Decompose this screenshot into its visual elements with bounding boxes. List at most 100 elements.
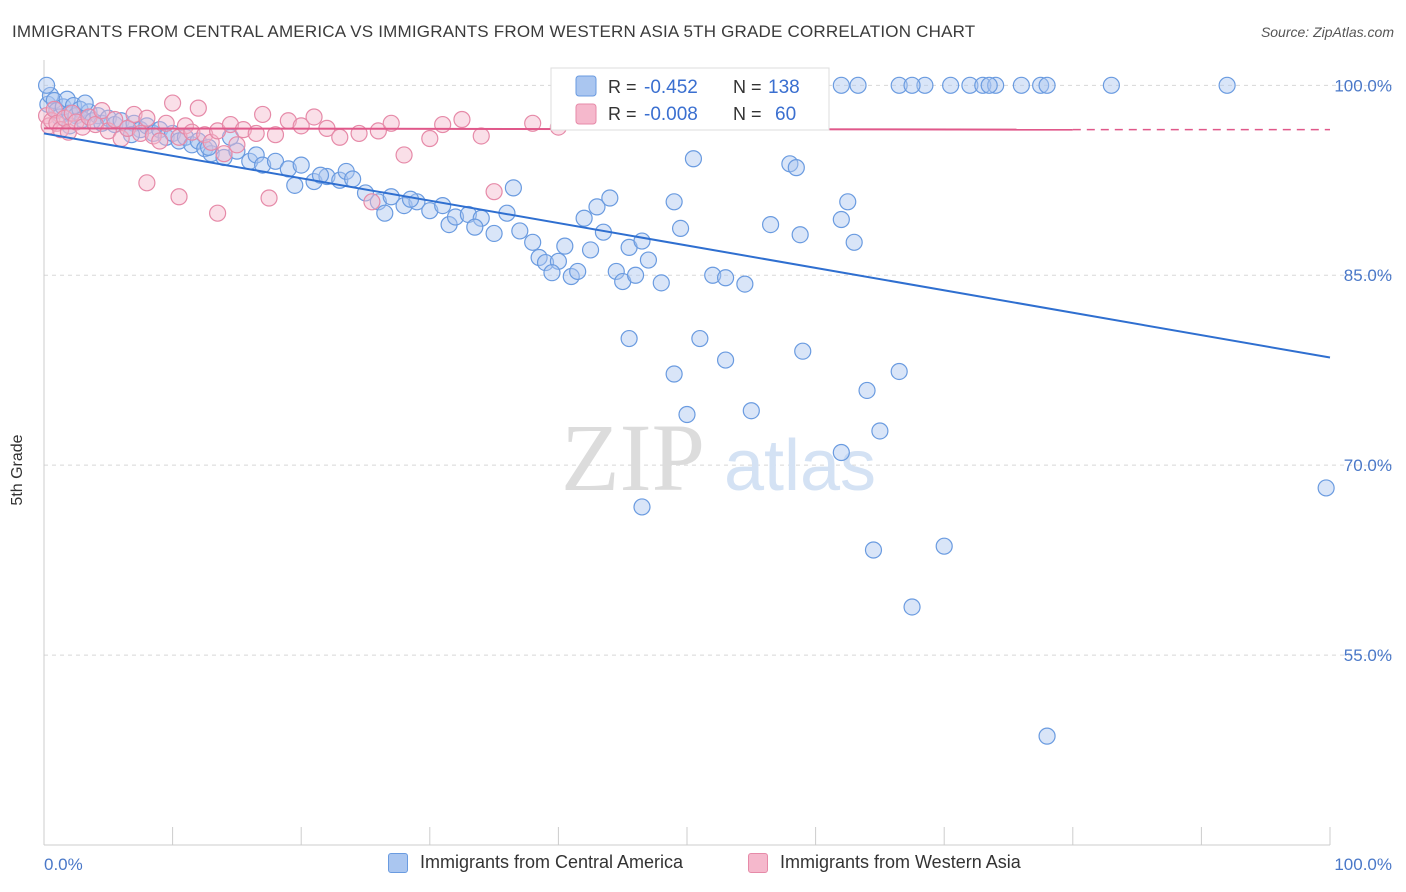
point-western-asia <box>170 188 188 206</box>
point-central-america <box>607 262 625 281</box>
axes <box>43 60 1331 846</box>
point-central-america <box>794 342 812 360</box>
point-central-america <box>588 198 606 216</box>
point-central-america <box>318 167 336 186</box>
point-central-america <box>716 269 735 287</box>
series-legend: Immigrants from Central America Immigran… <box>0 852 1406 878</box>
point-central-america <box>1038 727 1056 745</box>
point-central-america <box>903 598 921 616</box>
point-western-asia <box>125 105 143 124</box>
point-western-asia <box>228 136 246 154</box>
point-western-asia <box>189 99 207 117</box>
point-central-america <box>832 210 850 229</box>
point-western-asia <box>382 114 400 132</box>
point-central-america <box>849 76 867 94</box>
point-central-america <box>504 179 522 197</box>
point-central-america <box>864 541 883 559</box>
correlation-legend: R = -0.452 N = 138 R = -0.008 N = 60 <box>550 67 830 131</box>
x-tick-label-start: 0.0% <box>44 855 83 874</box>
point-central-america <box>736 275 754 293</box>
point-central-america <box>871 422 889 440</box>
point-central-america <box>485 224 503 243</box>
point-central-america <box>76 94 94 112</box>
point-central-america <box>376 204 394 222</box>
point-central-america <box>652 274 670 292</box>
point-western-asia <box>234 121 252 139</box>
watermark-atlas: atlas <box>724 426 876 506</box>
legend-n-label-2: N = <box>733 104 762 124</box>
point-central-america <box>916 76 934 94</box>
point-central-america <box>395 197 413 215</box>
point-central-america <box>890 76 908 94</box>
point-central-america <box>791 226 809 244</box>
point-western-asia <box>472 127 490 145</box>
point-central-america <box>742 402 760 420</box>
point-central-america <box>671 219 690 237</box>
point-central-america <box>684 150 703 168</box>
point-central-america <box>639 251 658 269</box>
point-western-asia <box>524 114 542 132</box>
watermark: ZIP atlas <box>561 404 876 511</box>
point-western-asia <box>485 183 503 201</box>
point-western-asia <box>209 204 227 222</box>
chart-title: IMMIGRANTS FROM CENTRAL AMERICA VS IMMIG… <box>12 22 976 41</box>
legend-label-western-asia: Immigrants from Western Asia <box>780 852 1021 872</box>
point-central-america <box>974 76 992 94</box>
point-central-america <box>961 76 979 94</box>
point-western-asia <box>138 174 156 192</box>
point-western-asia <box>93 102 111 120</box>
point-central-america <box>575 209 593 227</box>
point-western-asia <box>331 128 349 146</box>
point-central-america <box>1038 76 1056 94</box>
series-western-asia-points <box>37 94 568 222</box>
point-central-america <box>704 266 722 284</box>
point-western-asia <box>73 118 92 136</box>
point-central-america <box>620 329 638 348</box>
point-central-america <box>266 152 285 170</box>
point-central-america <box>37 76 56 94</box>
point-western-asia <box>254 105 272 124</box>
point-western-asia <box>138 109 156 127</box>
grid-lines <box>44 84 1392 656</box>
legend-item-western-asia: Immigrants from Western Asia <box>748 852 1021 873</box>
point-central-america <box>1102 76 1120 94</box>
y-tick-labels: 100.0% 85.0% 70.0% 55.0% <box>1334 76 1392 665</box>
series-central-america-points <box>37 76 1335 745</box>
x-tick-label-end: 100.0% <box>1334 855 1392 874</box>
point-central-america <box>601 189 619 207</box>
point-western-asia <box>434 115 452 134</box>
point-western-asia <box>395 146 413 164</box>
point-central-america <box>228 142 246 160</box>
point-central-america <box>536 253 555 272</box>
legend-label-central-america: Immigrants from Central America <box>420 852 684 872</box>
point-central-america <box>344 170 362 188</box>
trend-line-central-america <box>43 132 1331 359</box>
point-central-america <box>665 193 683 211</box>
point-central-america <box>845 233 863 251</box>
watermark-zip: ZIP <box>561 404 705 511</box>
point-central-america <box>311 166 330 184</box>
point-central-america <box>691 329 709 348</box>
point-central-america <box>832 443 850 462</box>
point-western-asia <box>369 122 387 140</box>
legend-swatch-western-asia <box>575 103 597 125</box>
legend-n-label-1: N = <box>733 77 762 97</box>
point-western-asia <box>63 104 81 122</box>
point-central-america <box>633 232 651 250</box>
point-central-america <box>286 176 304 194</box>
point-central-america <box>511 222 529 240</box>
point-central-america <box>665 365 683 383</box>
legend-swatch-central-america <box>575 75 597 97</box>
legend-n-value-1: 138 <box>768 77 800 98</box>
point-central-america <box>678 405 696 424</box>
point-central-america <box>247 146 265 164</box>
point-central-america <box>761 215 780 234</box>
x-tick-labels: 0.0% 100.0% <box>44 855 1392 874</box>
y-tick-label: 100.0% <box>1334 76 1392 95</box>
point-central-america <box>832 76 850 94</box>
point-central-america <box>1317 479 1335 497</box>
point-western-asia <box>421 129 439 148</box>
point-central-america <box>890 362 908 381</box>
legend-r-label-2: R = <box>608 104 637 124</box>
point-central-america <box>421 202 439 220</box>
